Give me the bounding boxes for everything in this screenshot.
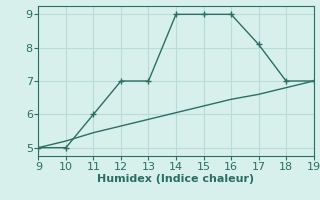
- X-axis label: Humidex (Indice chaleur): Humidex (Indice chaleur): [97, 174, 255, 184]
